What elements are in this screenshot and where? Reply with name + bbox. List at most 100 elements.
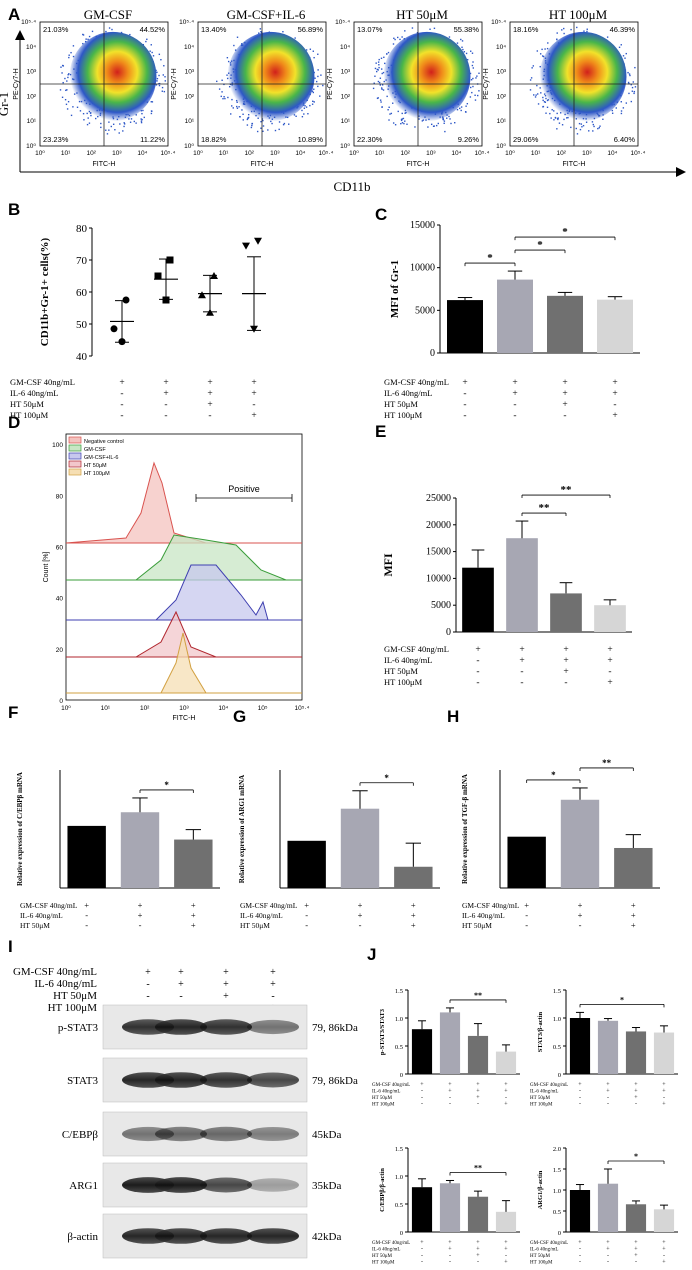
flow-event-dot xyxy=(382,89,385,91)
y-tick-label: 1.5 xyxy=(395,1146,403,1153)
significance-label: ** xyxy=(561,484,573,496)
flow-event-dot xyxy=(156,71,158,74)
flow-event-dot xyxy=(580,123,583,125)
flow-event-dot xyxy=(592,130,594,132)
significance-label: * xyxy=(537,239,543,251)
flow-event-dot xyxy=(320,74,322,76)
panel-e-bar: 0 5000 10000 15000 20000 25000 MFI ** ** GM-CSF 4… xyxy=(381,484,632,688)
flow-y-tick: 10⁵·⁴ xyxy=(179,19,194,26)
flow-event-dot xyxy=(550,117,552,119)
flow-event-dot xyxy=(429,28,431,30)
y-tick-label: 0.5 xyxy=(553,1044,561,1051)
flow-x-tick: 10⁵·⁴ xyxy=(319,150,334,157)
flow-event-dot xyxy=(160,58,162,61)
flow-event-dot xyxy=(563,27,565,30)
flow-event-dot xyxy=(399,38,401,41)
treatment-label: IL-6 40ng/mL xyxy=(530,1248,558,1253)
flow-event-dot xyxy=(250,126,253,129)
flow-density-cloud xyxy=(539,31,627,122)
flow-event-dot xyxy=(224,97,226,100)
flow-x-tick: 10¹ xyxy=(375,150,385,157)
flow-event-dot xyxy=(312,50,315,52)
histogram-curve-2 xyxy=(66,534,302,581)
flow-event-dot xyxy=(221,91,223,93)
panel-j-quantification: 00.51.01.5p-STAT3/STAT3**GM-CSF 40ng/mL +… xyxy=(372,988,678,1266)
flow-event-dot xyxy=(449,118,451,120)
flow-event-dot xyxy=(221,79,223,81)
flow-event-dot xyxy=(478,90,480,92)
y-tick-label: 25000 xyxy=(426,493,451,504)
treatment-sign: + xyxy=(476,1253,480,1259)
treatment-sign: + xyxy=(634,1082,638,1088)
treatment-sign: - xyxy=(477,1260,479,1266)
legend-swatch xyxy=(68,452,82,460)
treatment-sign: + xyxy=(251,378,256,388)
flow-plot-title: GM-CSF+IL-6 xyxy=(227,7,306,22)
flow-event-dot xyxy=(377,61,380,63)
treatment-label: IL-6 40ng/mL xyxy=(530,1090,558,1095)
bar-2 xyxy=(497,279,533,353)
flow-event-dot xyxy=(79,110,82,112)
flow-event-dot xyxy=(161,90,164,92)
treatment-label: HT 50μM xyxy=(384,399,418,409)
x-tick-label: 10¹ xyxy=(101,705,111,712)
treatment-label: IL-6 40ng/mL xyxy=(34,978,97,990)
flow-event-dot xyxy=(546,106,549,109)
flow-event-dot xyxy=(378,64,380,66)
flow-event-dot xyxy=(305,49,308,51)
treatment-sign: - xyxy=(305,910,308,920)
flow-event-dot xyxy=(556,32,558,34)
legend-entry: GM-CSF+IL-6 xyxy=(84,455,118,461)
flow-event-dot xyxy=(313,56,315,59)
treatment-sign: - xyxy=(607,1102,609,1108)
bar-2 xyxy=(597,1020,619,1074)
flow-event-dot xyxy=(620,110,623,112)
treatment-sign: - xyxy=(271,991,274,1002)
cd11b-label: CD11b xyxy=(333,179,370,194)
legend-entry: HT 50μM xyxy=(84,463,107,469)
flow-event-dot xyxy=(86,123,89,126)
flow-event-dot xyxy=(541,48,543,51)
flow-event-dot xyxy=(141,118,143,121)
flow-event-dot xyxy=(556,112,558,115)
flow-event-dot xyxy=(539,87,541,89)
flow-event-dot xyxy=(387,51,390,54)
treatment-sign: + xyxy=(512,389,517,399)
y-tick-label: 1.0 xyxy=(553,1188,561,1195)
flow-event-dot xyxy=(135,114,137,116)
histogram-curve-3 xyxy=(66,564,302,621)
flow-event-dot xyxy=(307,113,309,115)
bar-4 xyxy=(597,299,633,353)
flow-event-dot xyxy=(546,47,549,50)
flow-event-dot xyxy=(469,72,472,75)
flow-event-dot xyxy=(553,119,555,121)
treatment-label: GM-CSF 40ng/mL xyxy=(384,377,449,387)
treatment-label: HT 100μM xyxy=(530,1103,553,1108)
flow-event-dot xyxy=(270,120,272,123)
flow-plot-4: HT 100μM 18.16% 46.39% 29.06% 6.40% PE-Cy7-H F… xyxy=(483,7,646,168)
flow-event-dot xyxy=(561,124,564,126)
y-tick-label: 1.5 xyxy=(553,988,561,995)
flow-event-dot xyxy=(539,53,542,55)
treatment-sign: - xyxy=(120,411,123,421)
flow-event-dot xyxy=(387,109,389,111)
panel-letters: A B C D E F G H I J xyxy=(8,5,459,964)
flow-x-tick: 10² xyxy=(556,150,566,157)
x-tick-label: 10⁴ xyxy=(218,705,228,712)
treatment-sign: - xyxy=(505,1095,507,1101)
flow-event-dot xyxy=(474,99,477,101)
blot-row-label: STAT3 xyxy=(67,1075,98,1087)
y-tick-label: 1.0 xyxy=(395,1174,403,1181)
flow-event-dot xyxy=(123,123,126,125)
treatment-sign: + xyxy=(612,378,617,388)
flow-event-dot xyxy=(118,132,120,134)
flow-x-axis-label: FITC-H xyxy=(563,161,586,168)
bar-3 xyxy=(547,295,583,353)
flow-plot-1: GM-CSF 21.03% 44.52% 23.23% 11.22% PE-Cy7-H FI… xyxy=(13,7,176,168)
flow-event-dot xyxy=(381,84,384,86)
flow-event-dot xyxy=(143,116,145,119)
flow-event-dot xyxy=(477,94,479,97)
flow-event-dot xyxy=(588,130,590,132)
flow-event-dot xyxy=(123,122,125,124)
flow-event-dot xyxy=(95,117,97,120)
